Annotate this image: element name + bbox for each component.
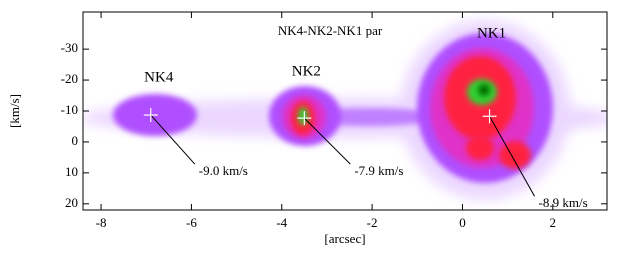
x-tick-label: -8: [96, 215, 107, 230]
component-label: NK1: [477, 26, 506, 42]
chart-title: NK4-NK2-NK1 par: [278, 23, 383, 38]
velocity-annotation: -7.9 km/s: [354, 163, 403, 178]
y-tick-label: 10: [65, 164, 78, 179]
spectrum-image: [83, 20, 607, 200]
y-tick-label: -20: [61, 71, 78, 86]
y-tick-label: -30: [61, 40, 78, 55]
y-tick-label: 20: [65, 195, 78, 210]
leader-line: [150, 114, 196, 165]
component-label: NK2: [292, 64, 321, 80]
x-axis-label: [arcsec]: [324, 231, 365, 246]
leader-line: [489, 116, 535, 197]
component-label: NK4: [144, 69, 174, 85]
x-tick-label: -6: [186, 215, 197, 230]
y-tick-label: -10: [61, 102, 78, 117]
x-tick-label: 2: [550, 215, 557, 230]
leader-line: [303, 117, 351, 165]
x-tick-label: -2: [367, 215, 378, 230]
velocity-annotation: -8.9 km/s: [539, 195, 588, 210]
y-tick-label: 0: [72, 133, 79, 148]
x-tick-label: -4: [276, 215, 287, 230]
y-axis-label: [km/s]: [7, 94, 22, 128]
velocity-annotation: -9.0 km/s: [199, 163, 248, 178]
x-tick-label: 0: [459, 215, 466, 230]
